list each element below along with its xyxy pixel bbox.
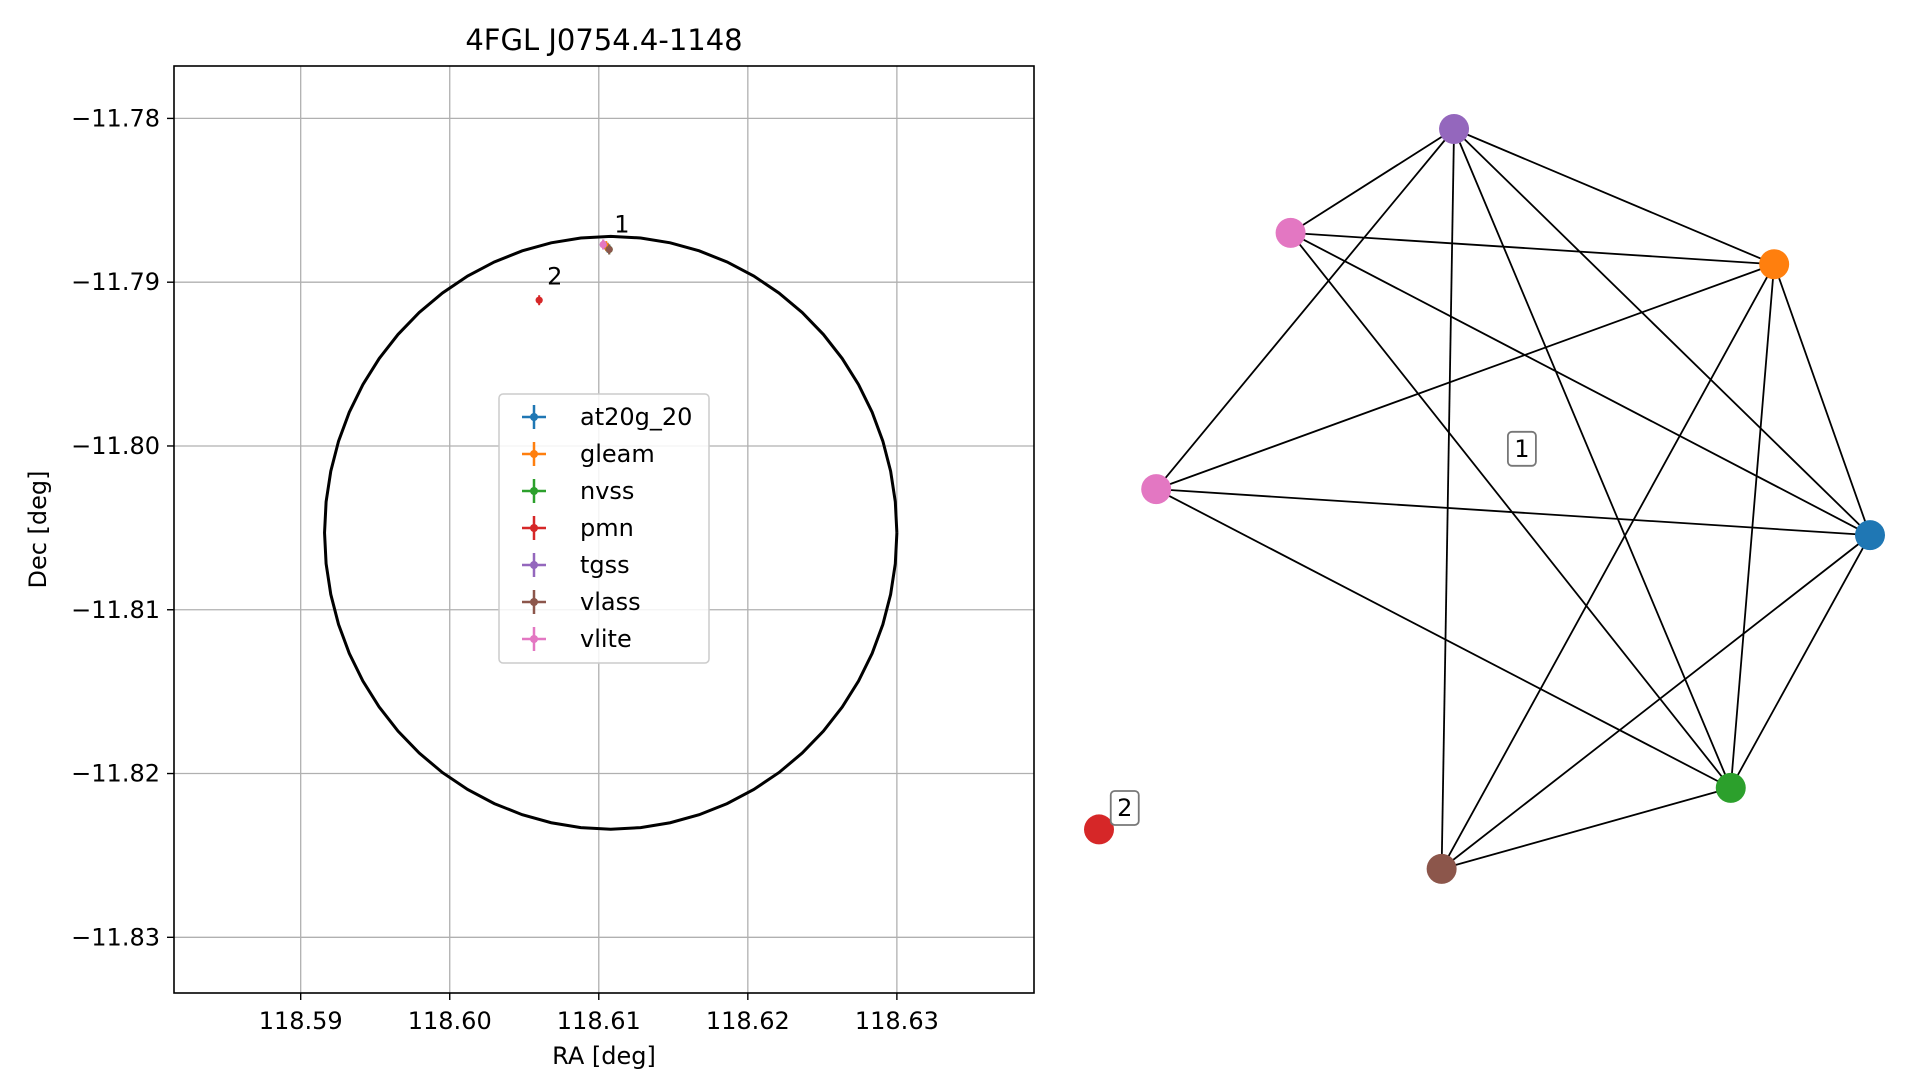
graph-edge [1290,232,1775,266]
graph-edge [1290,232,1871,536]
y-tick-label: −11.83 [71,923,160,951]
graph-edge [1729,264,1776,788]
graph-edge [1773,263,1871,536]
y-axis-label: Dec [deg] [24,470,52,588]
legend-label: gleam [580,440,655,468]
graph-edge [1289,232,1732,789]
x-tick-label: 118.59 [259,1007,343,1035]
graph-edge [1453,128,1871,536]
legend-label: vlass [580,588,641,616]
graph-node-vlite_b [1141,474,1172,505]
legend-label: tgss [580,551,630,579]
marker-vlite [599,239,607,250]
x-axis-ticks: 118.59 118.60 118.61 118.62 118.63 [259,993,939,1035]
graph-node-vlite_a [1275,217,1306,248]
sky-map-panel: 12 118.59 118.60 118.61 118.62 118.63 −11.78… [24,23,1035,1070]
graph-edge [1441,534,1871,870]
graph-cluster-labels: 12 [1109,430,1537,826]
match-annotation: 2 [547,263,562,291]
graph-edge [1156,488,1871,537]
graph-edge [1441,787,1732,870]
legend-entry-tgss: tgss [522,551,630,579]
match-annotations: 12 [547,210,629,290]
graph-edge [1155,263,1775,490]
y-tick-label: −11.82 [71,760,160,788]
graph-edge [1155,128,1455,490]
x-tick-label: 118.62 [706,1007,790,1035]
legend-label: at20g_20 [580,403,692,431]
marker-vlass [605,244,613,255]
association-graph-panel: 12 [1084,114,1885,884]
legend-entry-pmn: pmn [522,514,634,542]
graph-edge [1155,488,1732,789]
x-axis-label: RA [deg] [552,1042,656,1070]
source-markers [535,239,613,306]
match-annotation: 1 [614,210,629,238]
marker-pmn [535,295,543,306]
graph-node-nvss [1715,772,1746,803]
graph-node-tgss [1439,114,1470,144]
legend-entry-at20g_20: at20g_20 [522,403,692,431]
graph-node-gleam [1759,249,1790,280]
cluster-label: 1 [1506,430,1537,467]
y-tick-label: −11.80 [71,432,160,460]
localization-ellipse [323,234,899,831]
legend-box [498,393,710,664]
graph-node-at20g_20 [1855,520,1885,551]
x-tick-label: 118.63 [855,1007,939,1035]
cluster-label-text: 1 [1514,435,1529,463]
legend-label: pmn [580,514,634,542]
axes-frame [173,65,1035,994]
legend-entry-vlass: vlass [522,588,641,616]
graph-edge [1440,128,1455,869]
legend-entry-nvss: nvss [522,477,634,505]
graph-edge [1453,128,1775,266]
legend-label: vlite [580,625,632,653]
y-tick-label: −11.78 [71,104,160,132]
x-tick-label: 118.60 [408,1007,492,1035]
graph-edge [1729,534,1871,789]
cluster-label-text: 2 [1117,794,1132,822]
cluster-label: 2 [1109,790,1140,826]
legend-entry-gleam: gleam [522,440,655,468]
graph-node-vlass [1426,853,1457,884]
graph-edges [1155,128,1871,870]
graph-edge [1290,128,1455,234]
graph-edge [1440,263,1775,870]
graph-node-pmn [1084,814,1114,845]
x-tick-label: 118.61 [557,1007,641,1035]
legend-label: nvss [580,477,634,505]
legend-entry-vlite: vlite [522,625,632,653]
y-tick-label: −11.79 [71,268,160,296]
graph-nodes [1084,114,1885,884]
chart-title: 4FGL J0754.4-1148 [465,23,742,57]
y-axis-ticks: −11.78 −11.79 −11.80 −11.81 −11.82 −11.83 [71,104,174,951]
y-tick-label: −11.81 [71,596,160,624]
graph-edge [1453,128,1732,789]
